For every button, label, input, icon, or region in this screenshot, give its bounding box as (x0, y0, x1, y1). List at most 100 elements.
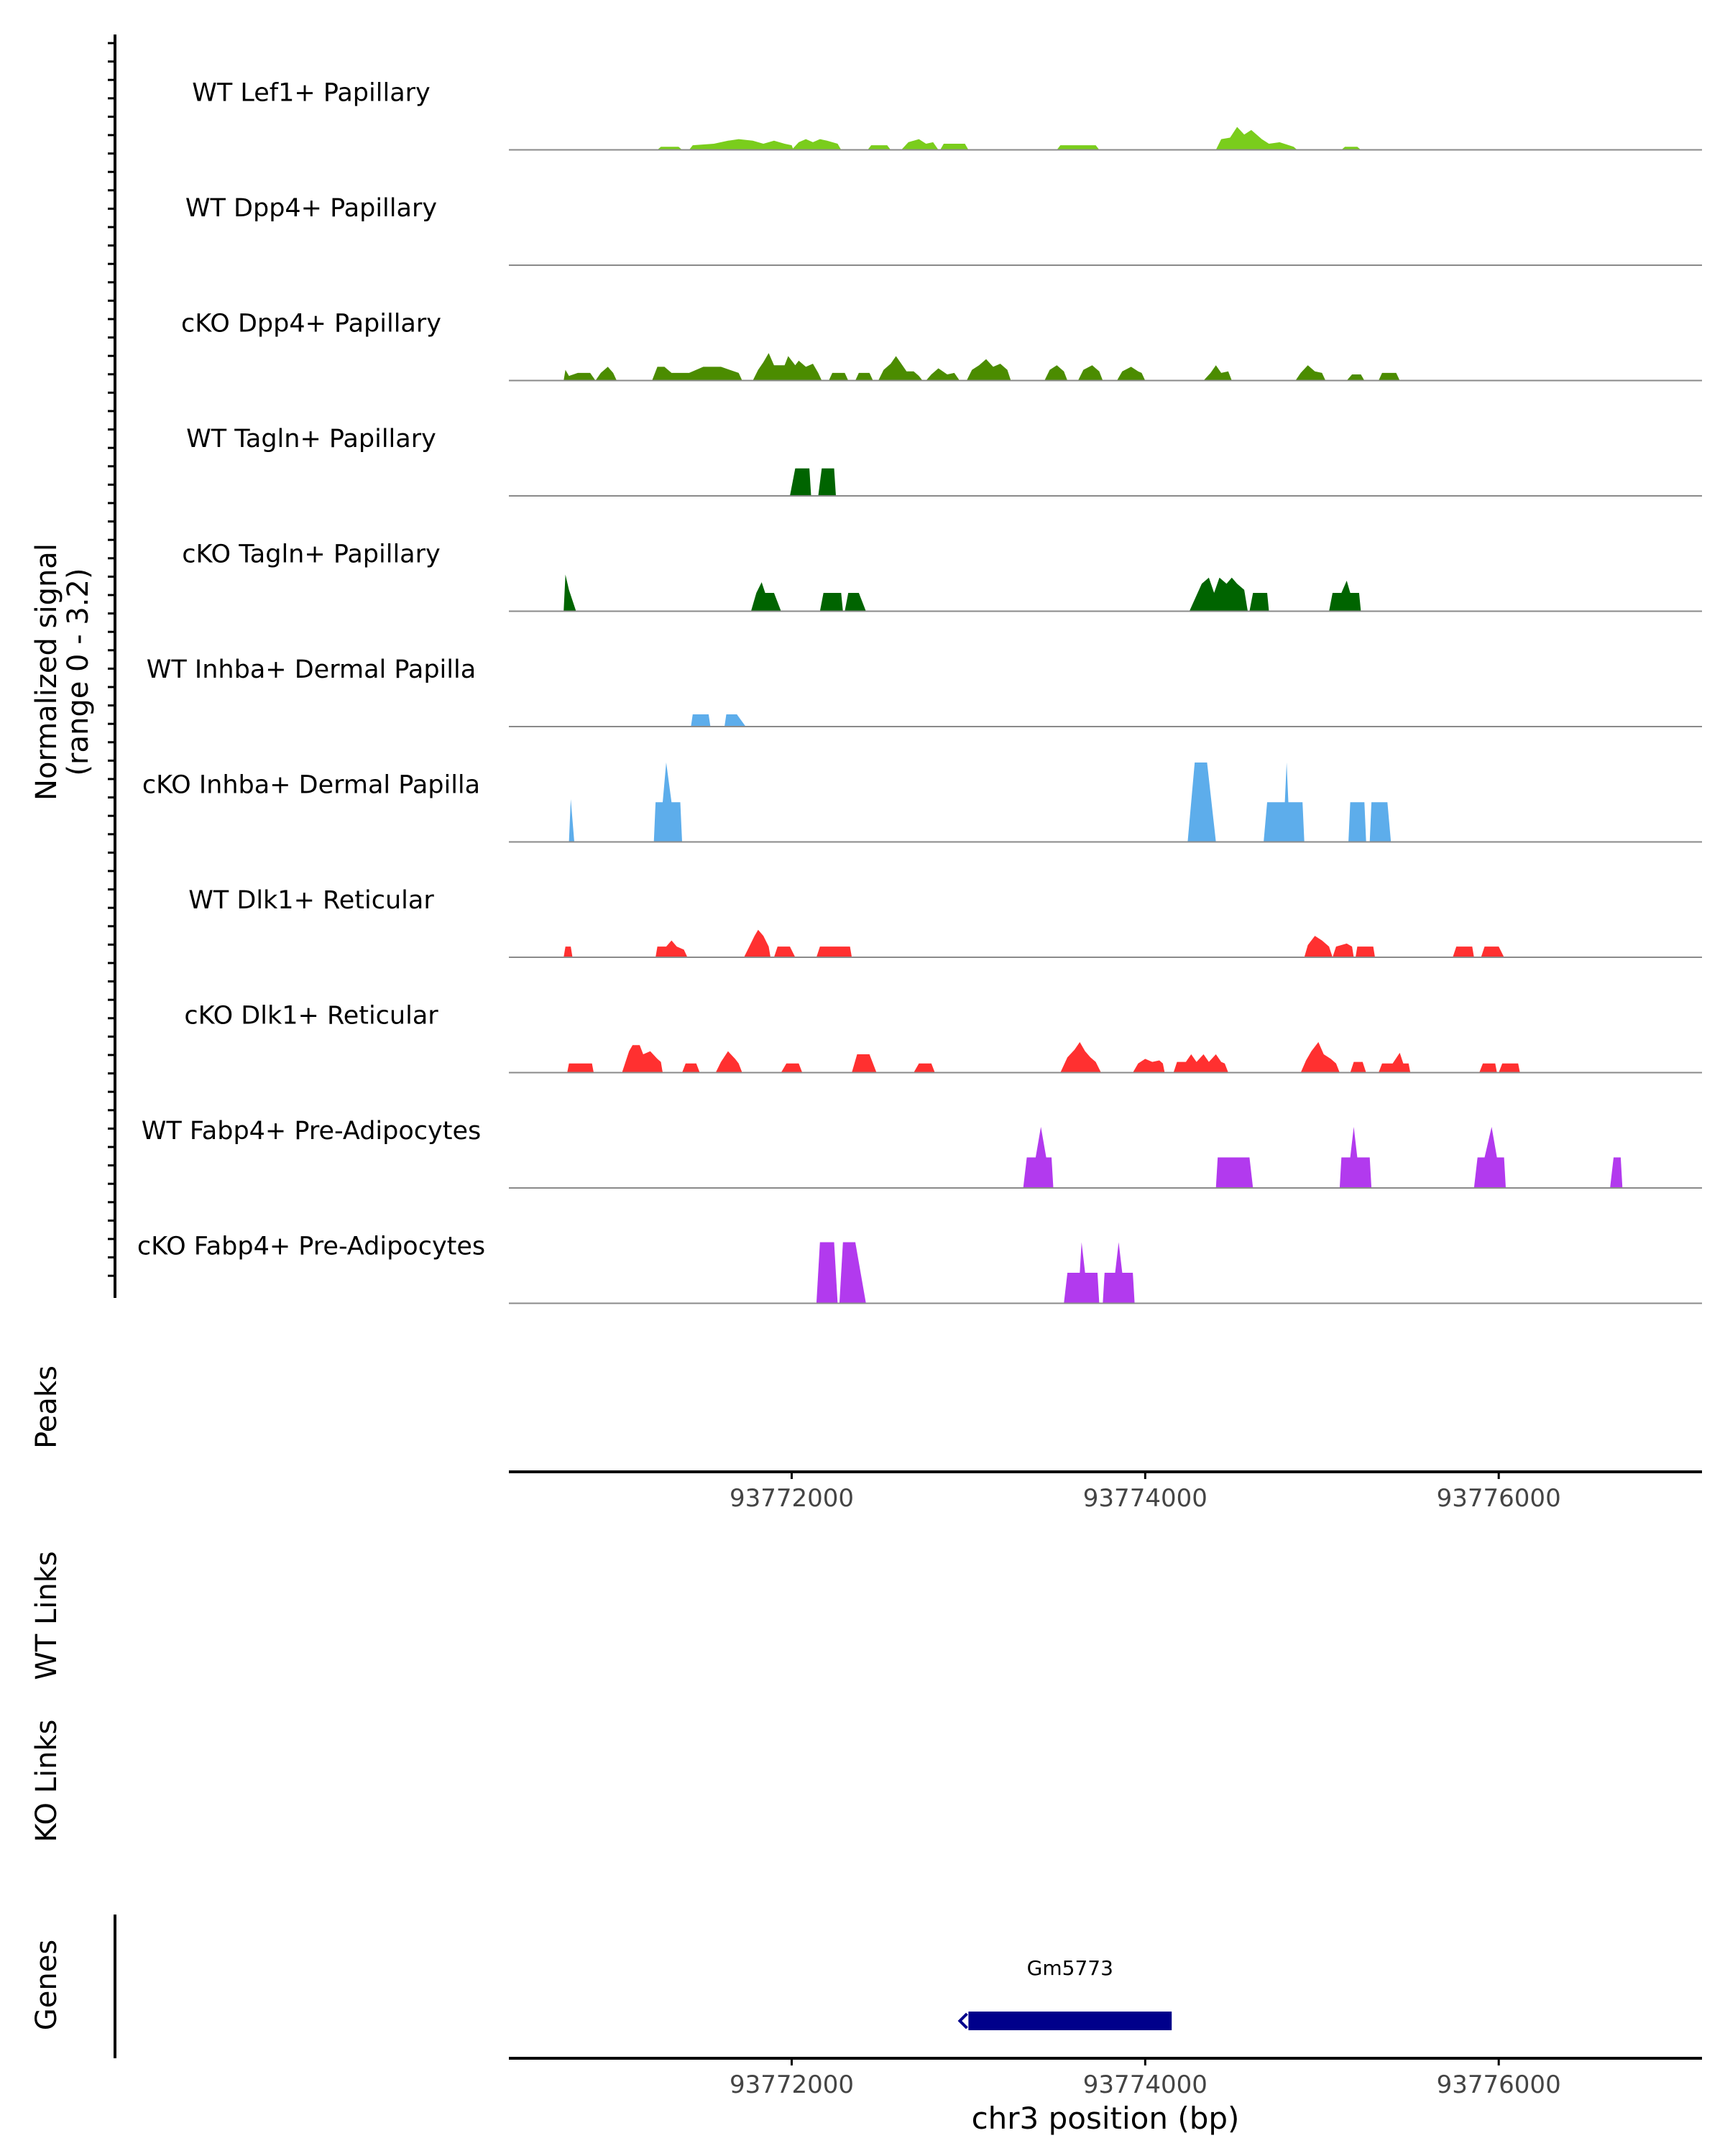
coverage-peak (966, 359, 1011, 381)
coverage-peak (829, 372, 849, 381)
coverage-peak (1339, 1127, 1372, 1188)
coverage-peak (1187, 763, 1216, 842)
coverage-peak (1473, 1127, 1506, 1188)
gene-model: Gm5773 (957, 1956, 1172, 2030)
coverage-peak (1341, 147, 1361, 150)
gene-name-label: Gm5773 (1027, 1956, 1113, 1980)
coverage-peak (652, 367, 742, 381)
coverage-peak (1499, 1063, 1520, 1073)
coverage-peak (1264, 763, 1305, 842)
coverage-peak (839, 1242, 866, 1304)
coverage-peak (878, 356, 923, 381)
coverage-peak (724, 714, 746, 727)
coverage-peak (689, 139, 794, 150)
coverage-peak (1189, 577, 1248, 612)
coverage-peak (1060, 1042, 1101, 1073)
coverage-peak (691, 714, 711, 727)
coverage-peak (1117, 367, 1146, 381)
track-wt-fabp4-pre-adipocytes: WT Fabp4+ Pre-Adipocytes (142, 1117, 1702, 1189)
coverage-peak (567, 1063, 594, 1073)
coverage-peak (940, 144, 969, 150)
track-label: WT Tagln+ Papillary (186, 425, 436, 453)
coverage-peak (819, 593, 843, 612)
coverage-peak (1215, 126, 1297, 150)
coverage-peak (791, 139, 842, 150)
coverage-peak (914, 1063, 935, 1073)
coverage-peak (816, 946, 852, 957)
track-wt-dlk1-reticular: WT Dlk1+ Reticular (188, 886, 1702, 958)
coverage-peak (682, 1063, 700, 1073)
coverage-peak (1610, 1157, 1623, 1188)
coverage-peak (1379, 1052, 1411, 1073)
coverage-peak (1295, 365, 1326, 381)
coverage-peak (564, 574, 576, 612)
coverage-peak (744, 929, 770, 957)
coverage-peak (1023, 1127, 1054, 1188)
coverage-peak (816, 1242, 838, 1304)
coverage-peak (715, 1051, 742, 1073)
gene-strand-arrow (957, 2012, 968, 2030)
coverage-peak (1369, 802, 1392, 842)
track-label: WT Inhba+ Dermal Papilla (147, 655, 476, 684)
track-cko-dlk1-reticular: cKO Dlk1+ Reticular (184, 1002, 1702, 1074)
coverage-peak (1300, 1042, 1340, 1073)
track-label: cKO Dlk1+ Reticular (184, 1002, 438, 1031)
coverage-peak (868, 145, 891, 150)
peaks-panel-label: Peaks (30, 1365, 63, 1449)
coverage-peak (845, 593, 866, 612)
ko-links-panel-label: KO Links (30, 1720, 63, 1843)
coverage-peak (1304, 936, 1333, 957)
coverage-peak (901, 139, 939, 150)
coverage-peak (564, 369, 596, 381)
track-label: WT Lef1+ Papillary (192, 79, 431, 108)
track-label: cKO Fabp4+ Pre-Adipocytes (137, 1233, 485, 1261)
x-axis-title: chr3 position (bp) (972, 2101, 1240, 2136)
coverage-peak (1356, 946, 1375, 957)
coverage-peak (1350, 1061, 1366, 1073)
coverage-peak (656, 940, 688, 957)
coverage-peak (1044, 365, 1068, 381)
track-cko-fabp4-pre-adipocytes: cKO Fabp4+ Pre-Adipocytes (137, 1233, 1702, 1304)
track-wt-dpp4-papillary: WT Dpp4+ Papillary (185, 194, 1702, 266)
track-label: cKO Inhba+ Dermal Papilla (142, 771, 480, 800)
x-tick-label: 93774000 (1083, 1484, 1208, 1513)
coverage-peak (1479, 1063, 1497, 1073)
coverage-peak (1203, 365, 1232, 381)
track-label: WT Dlk1+ Reticular (188, 886, 434, 915)
coverage-peak (753, 353, 822, 381)
coverage-peak (852, 1054, 877, 1073)
coverage-peak (1481, 946, 1504, 957)
x-tick-label: 93774000 (1083, 2070, 1208, 2099)
coverage-peak (1379, 372, 1400, 381)
x-tick-label: 93776000 (1437, 1484, 1561, 1513)
x-tick-label: 93772000 (730, 2070, 854, 2099)
coverage-peak (818, 468, 836, 496)
coverage-peak (1249, 593, 1269, 612)
coverage-peak (781, 1063, 803, 1073)
track-cko-tagln-papillary: cKO Tagln+ Papillary (182, 540, 1702, 612)
coverage-peak (657, 147, 682, 150)
track-wt-lef1-papillary: WT Lef1+ Papillary (192, 79, 1702, 151)
coverage-peak (1348, 802, 1366, 842)
coverage-peak (790, 468, 811, 496)
coverage-y-label: Normalized signal (30, 543, 63, 801)
coverage-peak (1103, 1242, 1135, 1304)
track-label: cKO Tagln+ Papillary (182, 540, 441, 569)
track-label: cKO Dpp4+ Papillary (181, 310, 441, 338)
coverage-peak (595, 367, 617, 381)
coverage-peak (1133, 1059, 1165, 1073)
track-label: WT Dpp4+ Papillary (185, 194, 437, 223)
coverage-peak (1215, 1157, 1254, 1188)
track-wt-tagln-papillary: WT Tagln+ Papillary (186, 425, 1702, 497)
coverage-peak (1333, 943, 1354, 957)
coverage-peak (773, 946, 796, 957)
coverage-peak (653, 763, 682, 842)
coverage-peak (1064, 1242, 1100, 1304)
coverage-y-range-label: (range 0 - 3.2) (62, 568, 95, 775)
wt-links-panel-label: WT Links (30, 1551, 63, 1680)
coverage-peak (564, 946, 573, 957)
coverage-peak (622, 1045, 663, 1073)
coverage-peak (1329, 581, 1361, 612)
track-cko-inhba-dermal-papilla: cKO Inhba+ Dermal Papilla (142, 763, 1702, 843)
coverage-peak (569, 799, 574, 842)
